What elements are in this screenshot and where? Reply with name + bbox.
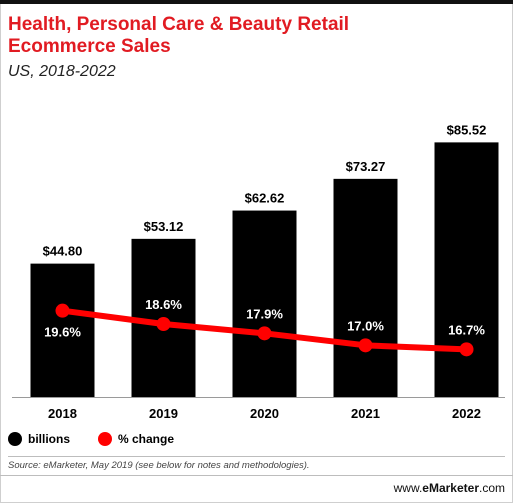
legend-swatch-change — [98, 432, 112, 446]
x-tick-label-2020: 2020 — [250, 406, 279, 421]
pct-change-label-2022: 16.7% — [448, 322, 485, 337]
pct-change-point-2022 — [459, 342, 474, 357]
bar-line-chart: $44.80 2018 $53.12 2019 $62.62 2020 $73.27 2021… — [12, 122, 505, 421]
legend-label-change: % change — [118, 432, 175, 446]
bar-value-label-2021: $73.27 — [346, 159, 386, 174]
x-tick-label-2019: 2019 — [149, 406, 178, 421]
brand-prefix: www. — [393, 481, 423, 495]
pct-change-point-2019 — [156, 317, 171, 331]
chart-subtitle: US, 2018-2022 — [8, 63, 116, 80]
legend-label-billions: billions — [28, 432, 70, 446]
x-tick-label-2021: 2021 — [351, 406, 380, 421]
x-tick-label-2022: 2022 — [452, 406, 481, 421]
pct-change-point-2018 — [55, 303, 70, 318]
source-note: Source: eMarketer, May 2019 (see below f… — [8, 460, 310, 471]
brand-divider — [0, 475, 513, 476]
pct-change-label-2020: 17.9% — [246, 306, 283, 321]
pct-change-label-2019: 18.6% — [145, 297, 182, 312]
legend-swatch-billions — [8, 432, 22, 446]
brand-footer[interactable]: www.eMarketer.com — [394, 481, 505, 495]
bar-value-label-2019: $53.12 — [144, 219, 184, 234]
bar-2021 — [333, 178, 398, 397]
bar-2018 — [30, 263, 95, 397]
bar-value-label-2022: $85.52 — [447, 122, 487, 137]
source-divider — [8, 456, 505, 457]
pct-change-label-2018: 19.6% — [44, 325, 81, 340]
bar-value-label-2020: $62.62 — [245, 191, 285, 206]
x-tick-label-2018: 2018 — [48, 406, 77, 421]
legend-item-billions: billions — [8, 432, 70, 446]
bar-value-label-2018: $44.80 — [43, 244, 83, 259]
brand-suffix: .com — [478, 481, 505, 495]
legend: billions % change — [8, 432, 202, 446]
brand-name: eMarketer — [422, 481, 479, 495]
legend-item-change: % change — [98, 432, 174, 446]
bar-2020 — [232, 210, 297, 397]
chart-title: Health, Personal Care & Beauty Retail Ec… — [8, 14, 350, 57]
pct-change-point-2021 — [358, 338, 373, 353]
pct-change-point-2020 — [257, 326, 272, 341]
bar-2022 — [434, 142, 499, 397]
top-rule — [0, 0, 513, 4]
pct-change-label-2021: 17.0% — [347, 318, 384, 333]
